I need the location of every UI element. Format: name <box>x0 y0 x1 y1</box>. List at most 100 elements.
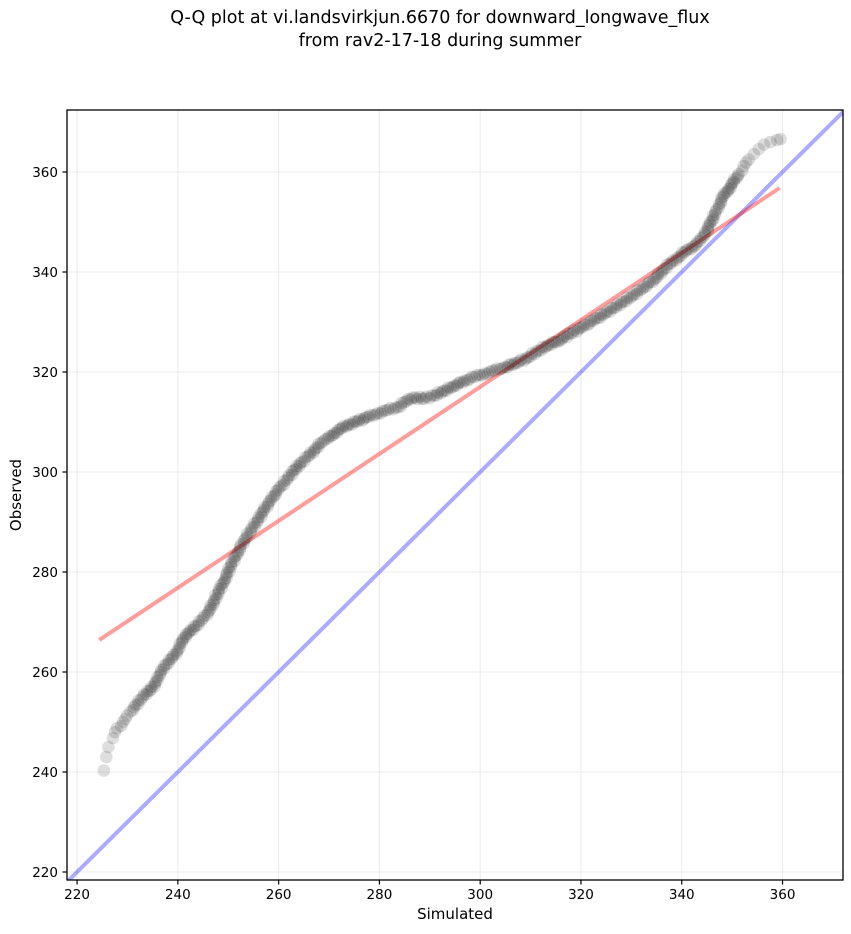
qq-point <box>478 367 492 380</box>
qq-point <box>665 256 678 269</box>
qq-point <box>591 311 604 325</box>
qq-point <box>630 287 643 301</box>
qq-point <box>508 356 522 370</box>
qq-point <box>132 694 145 707</box>
qq-point <box>126 703 140 717</box>
qq-point <box>504 358 518 371</box>
qq-point <box>222 562 235 575</box>
qq-point <box>714 196 728 210</box>
qq-point <box>134 693 148 706</box>
qq-point <box>578 318 591 331</box>
qq-point <box>473 368 487 382</box>
qq-point <box>607 301 620 315</box>
qq-point <box>546 335 559 349</box>
qq-point <box>328 426 341 440</box>
qq-point <box>727 175 740 189</box>
qq-point <box>248 520 261 533</box>
qq-point <box>488 364 502 377</box>
qq-point <box>108 725 122 739</box>
qq-point <box>282 469 296 482</box>
qq-point <box>490 362 504 375</box>
qq-point <box>298 451 312 464</box>
qq-point <box>290 462 303 476</box>
qq-point <box>752 142 766 156</box>
qq-point <box>379 404 392 417</box>
qq-point <box>485 364 499 377</box>
qq-point <box>198 609 211 623</box>
qq-point <box>262 495 276 508</box>
qq-point <box>223 565 236 578</box>
qq-point <box>207 598 220 611</box>
qq-point <box>189 619 203 633</box>
qq-point <box>97 764 111 777</box>
qq-point <box>148 680 161 693</box>
qq-point <box>404 393 418 406</box>
qq-point <box>391 400 405 414</box>
qq-point <box>331 423 345 437</box>
qq-point <box>620 294 633 308</box>
qq-point <box>507 358 520 372</box>
qq-point <box>742 153 756 166</box>
qq-point <box>593 311 607 325</box>
qq-point <box>301 450 315 463</box>
qq-point <box>240 530 254 543</box>
qq-point <box>387 403 400 416</box>
qq-point <box>237 534 251 547</box>
qq-point <box>325 429 338 443</box>
qq-point <box>224 560 238 574</box>
qq-point <box>640 280 653 293</box>
qq-point <box>614 298 627 312</box>
qq-point <box>708 208 722 221</box>
qq-point <box>712 201 726 214</box>
qq-point <box>343 417 357 431</box>
qq-point <box>369 408 383 421</box>
qq-point <box>339 420 353 433</box>
qq-point <box>401 392 415 406</box>
qq-point <box>220 566 234 580</box>
qq-point <box>149 675 163 688</box>
qq-point <box>698 228 712 241</box>
qq-point <box>657 262 671 276</box>
chart-title: Q-Q plot at vi.landsvirkjun.6670 for dow… <box>170 7 710 53</box>
qq-point <box>148 677 162 690</box>
qq-point <box>269 488 283 501</box>
qq-point <box>597 308 610 321</box>
qq-point <box>154 663 168 677</box>
qq-point <box>428 389 441 402</box>
qq-point <box>707 212 720 225</box>
qq-point <box>693 234 707 248</box>
qq-point <box>498 360 512 374</box>
qq-point <box>227 551 241 565</box>
qq-point <box>286 468 299 482</box>
y-axis-label: Observed <box>7 458 25 532</box>
qq-point <box>218 573 231 586</box>
qq-point <box>458 374 471 387</box>
qq-point <box>633 283 647 297</box>
qq-point <box>100 750 113 764</box>
qq-point <box>669 254 683 267</box>
qq-point <box>201 605 215 619</box>
qq-point <box>136 690 149 704</box>
y-tick-label: 300 <box>32 465 58 481</box>
qq-point <box>400 394 413 408</box>
qq-point <box>567 323 581 337</box>
qq-point <box>770 133 784 147</box>
qq-point <box>383 401 397 415</box>
qq-point <box>513 355 526 368</box>
qq-point <box>655 267 668 280</box>
qq-point <box>307 446 321 459</box>
qq-point <box>209 588 222 602</box>
qq-point <box>604 305 617 319</box>
qq-point <box>106 731 120 745</box>
qq-point <box>337 419 350 433</box>
qq-point <box>160 658 173 671</box>
qq-point <box>218 575 231 589</box>
qq-point <box>162 653 175 667</box>
qq-point <box>132 697 145 711</box>
qq-point <box>682 242 695 256</box>
qq-point <box>280 473 294 487</box>
qq-point <box>557 330 571 343</box>
qq-point <box>179 628 193 641</box>
qq-point <box>532 344 545 357</box>
qq-point <box>228 554 241 568</box>
